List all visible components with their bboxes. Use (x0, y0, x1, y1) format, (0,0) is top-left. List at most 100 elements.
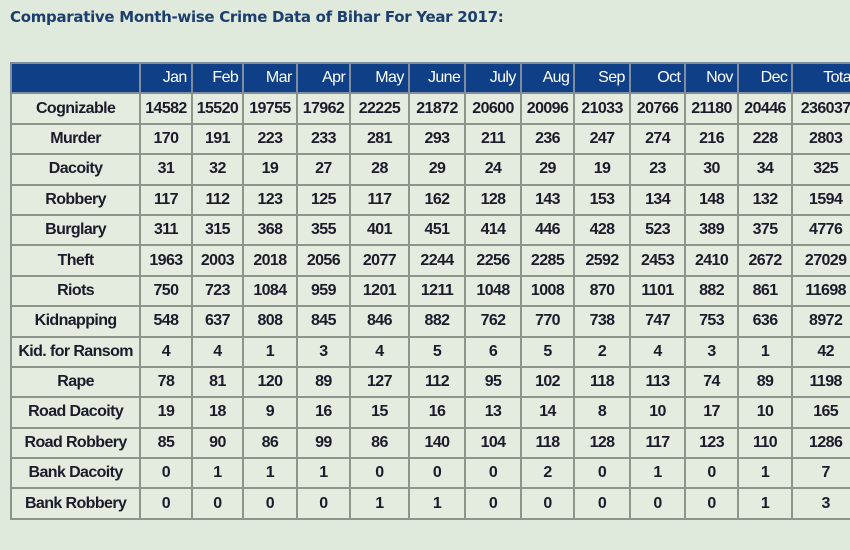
table-cell: 21033 (573, 92, 631, 125)
column-header-dec: Dec (736, 61, 794, 95)
table-cell: 0 (139, 487, 193, 520)
column-header-apr: Apr (295, 61, 352, 95)
table-cell: 7 (791, 457, 850, 490)
table-cell: 274 (628, 122, 687, 156)
table-cell: 148 (684, 183, 739, 216)
table-cell: 112 (407, 365, 467, 399)
table-cell: 0 (519, 487, 576, 520)
row-label: Theft (9, 244, 142, 277)
table-cell: 17 (684, 396, 739, 429)
table-cell: 128 (573, 426, 631, 460)
table-cell: 127 (349, 365, 410, 399)
table-cell: 1048 (464, 274, 522, 308)
table-cell: 10 (736, 396, 794, 429)
column-header-nov: Nov (684, 61, 739, 95)
table-cell: 16 (295, 396, 352, 429)
table-cell: 523 (628, 213, 687, 247)
table-cell: 750 (139, 274, 193, 308)
table-cell: 21872 (407, 92, 467, 125)
table-cell: 15 (349, 396, 410, 429)
table-cell: 6 (464, 335, 522, 368)
table-cell: 86 (349, 426, 410, 460)
table-cell: 1963 (139, 244, 193, 277)
table-cell: 311 (139, 213, 193, 247)
table-cell: 191 (190, 122, 245, 156)
table-cell: 228 (736, 122, 794, 156)
table-cell: 21180 (684, 92, 739, 125)
table-cell: 16 (407, 396, 467, 429)
table-cell: 247 (573, 122, 631, 156)
table-cell: 143 (519, 183, 576, 216)
column-header-total: Total (791, 61, 850, 95)
table-cell: 747 (628, 305, 687, 338)
table-cell: 2453 (628, 244, 687, 277)
table-cell: 637 (190, 305, 245, 338)
page-title: Comparative Month-wise Crime Data of Bih… (10, 8, 504, 26)
table-cell: 846 (349, 305, 410, 338)
table-cell: 355 (295, 213, 352, 247)
table-cell: 2077 (349, 244, 410, 277)
table-cell: 5 (519, 335, 576, 368)
table-cell: 125 (295, 183, 352, 216)
table-cell: 120 (242, 365, 298, 399)
table-cell: 29 (519, 153, 576, 186)
table-cell: 19 (242, 153, 298, 186)
table-cell: 4 (628, 335, 687, 368)
table-cell: 95 (464, 365, 522, 399)
table-cell: 1008 (519, 274, 576, 308)
table-cell: 32 (190, 153, 245, 186)
table-cell: 27 (295, 153, 352, 186)
table-cell: 882 (684, 274, 739, 308)
table-cell: 211 (464, 122, 522, 156)
table-cell: 132 (736, 183, 794, 216)
table-cell: 42 (791, 335, 850, 368)
table-cell: 24 (464, 153, 522, 186)
row-label: Riots (9, 274, 142, 308)
table-cell: 15520 (190, 92, 245, 125)
table-cell: 808 (242, 305, 298, 338)
table-cell: 414 (464, 213, 522, 247)
table-cell: 123 (684, 426, 739, 460)
table-cell: 1201 (349, 274, 410, 308)
column-header-may: May (349, 61, 410, 95)
table-cell: 28 (349, 153, 410, 186)
table-cell: 325 (791, 153, 850, 186)
table-cell: 0 (407, 457, 467, 490)
table-cell: 368 (242, 213, 298, 247)
table-row: Kid. for Ransom 4 4 1 3 4 5 6 5 2 4 3 1 42 (9, 335, 850, 368)
table-cell: 90 (190, 426, 245, 460)
table-cell: 4776 (791, 213, 850, 247)
table-cell: 281 (349, 122, 410, 156)
table-cell: 2803 (791, 122, 850, 156)
table-cell: 1594 (791, 183, 850, 216)
table-cell: 2 (519, 457, 576, 490)
table-cell: 548 (139, 305, 193, 338)
table-cell: 5 (407, 335, 467, 368)
table-cell: 113 (628, 365, 687, 399)
row-label: Burglary (9, 213, 142, 247)
table-row: Theft 1963 2003 2018 2056 2077 2244 2256 2285 259… (9, 244, 850, 277)
table-cell: 0 (684, 457, 739, 490)
table-cell: 2 (573, 335, 631, 368)
table-cell: 20600 (464, 92, 522, 125)
column-header-jan: Jan (139, 61, 193, 95)
header-row: Jan Feb Mar Apr May June July Aug Sep Oct Nov Dec To… (9, 61, 850, 95)
table-cell: 2285 (519, 244, 576, 277)
table-cell: 78 (139, 365, 193, 399)
table-cell: 233 (295, 122, 352, 156)
table-cell: 959 (295, 274, 352, 308)
table-cell: 102 (519, 365, 576, 399)
column-header-july: July (464, 61, 522, 95)
table-cell: 861 (736, 274, 794, 308)
table-cell: 30 (684, 153, 739, 186)
row-label: Dacoity (9, 153, 142, 186)
table-cell: 3 (791, 487, 850, 520)
table-cell: 8 (573, 396, 631, 429)
table-cell: 74 (684, 365, 739, 399)
table-cell: 375 (736, 213, 794, 247)
table-cell: 81 (190, 365, 245, 399)
row-label: Murder (9, 122, 142, 156)
table-cell: 123 (242, 183, 298, 216)
table-row: Kidnapping 548 637 808 845 846 882 762 770 738 747… (9, 305, 850, 338)
column-header-oct: Oct (628, 61, 687, 95)
